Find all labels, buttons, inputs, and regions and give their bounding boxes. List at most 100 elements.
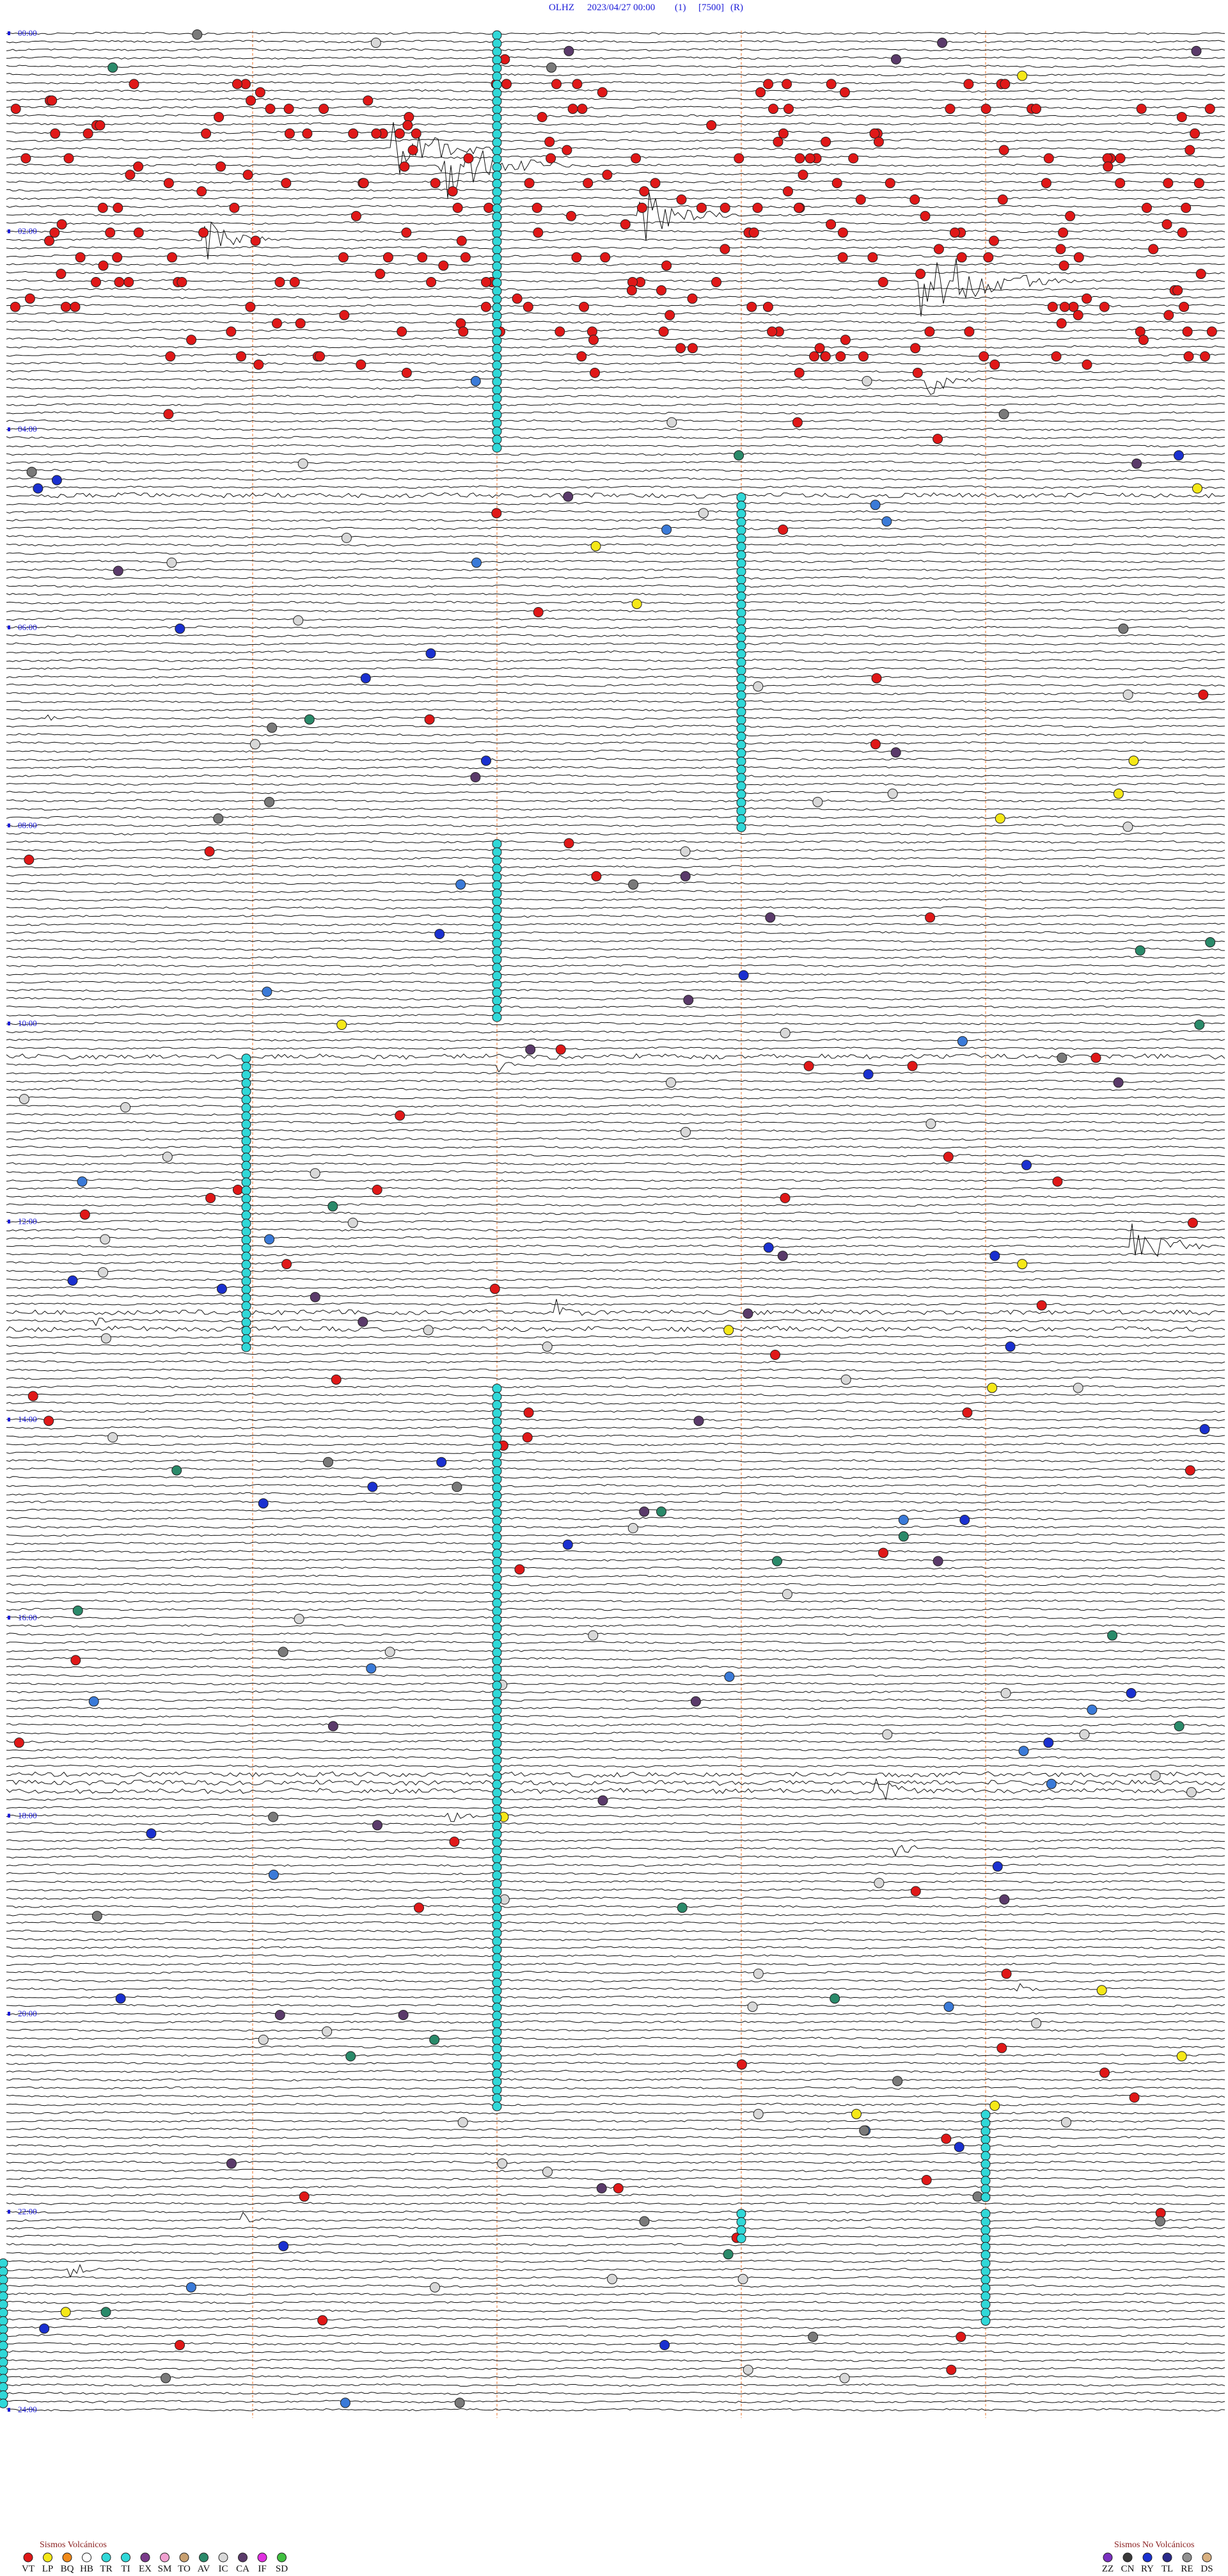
event bbox=[910, 343, 921, 354]
trace bbox=[6, 1062, 1225, 1073]
event bbox=[957, 1036, 968, 1047]
event bbox=[241, 1054, 251, 1064]
event bbox=[1099, 301, 1110, 312]
trace bbox=[6, 122, 1225, 126]
trace bbox=[6, 1995, 1225, 1999]
trace bbox=[6, 1913, 1225, 1916]
trace bbox=[6, 419, 1225, 423]
trace bbox=[6, 56, 1225, 60]
trace bbox=[6, 89, 1225, 93]
trace bbox=[6, 1112, 1225, 1116]
trace bbox=[6, 658, 1225, 663]
trace bbox=[6, 81, 1225, 84]
trace bbox=[6, 361, 1225, 365]
event bbox=[736, 739, 746, 750]
legend-code: TR bbox=[100, 2564, 112, 2574]
event bbox=[576, 351, 587, 362]
event bbox=[522, 1432, 533, 1442]
event bbox=[129, 79, 139, 90]
event bbox=[492, 1507, 502, 1517]
event bbox=[367, 1482, 378, 1492]
trace bbox=[6, 1022, 1225, 1025]
event bbox=[371, 128, 382, 139]
event bbox=[656, 285, 666, 296]
legend-dot bbox=[82, 2552, 91, 2563]
event bbox=[39, 2323, 50, 2334]
event bbox=[943, 2002, 954, 2012]
event bbox=[492, 872, 502, 882]
event bbox=[267, 722, 278, 733]
event bbox=[492, 121, 502, 131]
traces bbox=[6, 31, 1225, 2412]
event bbox=[397, 326, 407, 337]
event bbox=[492, 63, 502, 74]
legend-dot bbox=[277, 2552, 287, 2563]
event bbox=[736, 574, 746, 585]
event bbox=[492, 929, 502, 940]
event bbox=[492, 1887, 502, 1897]
legend-dot bbox=[101, 2552, 111, 2563]
event bbox=[395, 1110, 405, 1121]
trace bbox=[6, 1550, 1225, 1554]
time-label: 22:00 bbox=[18, 2207, 37, 2216]
event bbox=[492, 434, 502, 445]
event bbox=[492, 1590, 502, 1600]
event bbox=[736, 649, 746, 659]
time-labels: 00:00 02:00 04:00 06:00 08:00 10:00 12:00 14:00… bbox=[8, 28, 37, 2414]
event bbox=[943, 1151, 954, 1162]
trace bbox=[6, 461, 1225, 464]
event bbox=[723, 2249, 734, 2260]
event bbox=[492, 88, 502, 98]
event bbox=[720, 244, 730, 255]
event bbox=[1195, 269, 1206, 280]
event bbox=[870, 500, 881, 510]
event bbox=[723, 1325, 734, 1336]
event bbox=[262, 986, 272, 997]
event bbox=[566, 210, 576, 221]
trace bbox=[6, 2399, 1225, 2403]
trace bbox=[6, 2119, 1225, 2123]
trace bbox=[6, 1632, 1225, 1636]
legend-code: SM bbox=[158, 2564, 172, 2574]
event bbox=[492, 38, 502, 49]
trace bbox=[6, 1970, 1225, 1975]
event bbox=[665, 310, 675, 320]
event bbox=[736, 732, 746, 741]
event bbox=[639, 2216, 650, 2227]
event bbox=[492, 880, 502, 890]
event bbox=[628, 879, 639, 890]
event bbox=[492, 1928, 502, 1938]
trace bbox=[6, 1418, 1225, 1421]
event bbox=[814, 343, 825, 354]
trace bbox=[6, 1517, 1225, 1521]
event bbox=[394, 128, 405, 139]
event bbox=[752, 202, 763, 213]
legend-dot bbox=[23, 2552, 33, 2563]
event bbox=[492, 335, 502, 345]
event bbox=[1131, 458, 1142, 469]
trace bbox=[6, 106, 1225, 109]
event bbox=[537, 112, 547, 122]
event bbox=[492, 269, 502, 280]
trace bbox=[6, 1377, 1225, 1380]
trace bbox=[6, 592, 1225, 596]
event bbox=[572, 79, 583, 90]
event bbox=[783, 186, 793, 197]
event bbox=[1148, 244, 1159, 255]
event bbox=[912, 367, 923, 378]
event bbox=[492, 1384, 502, 1394]
event bbox=[489, 1283, 500, 1294]
trace bbox=[6, 386, 1225, 390]
event bbox=[268, 1869, 279, 1880]
event bbox=[1172, 285, 1183, 296]
trace bbox=[6, 1492, 1225, 1496]
legend-dot bbox=[238, 2552, 248, 2563]
event bbox=[492, 278, 502, 288]
trace bbox=[6, 2160, 1225, 2164]
event bbox=[492, 2101, 502, 2112]
legend-dot bbox=[62, 2552, 72, 2563]
event bbox=[1059, 260, 1069, 271]
event bbox=[793, 202, 804, 213]
event bbox=[980, 2184, 991, 2194]
event bbox=[492, 954, 502, 965]
